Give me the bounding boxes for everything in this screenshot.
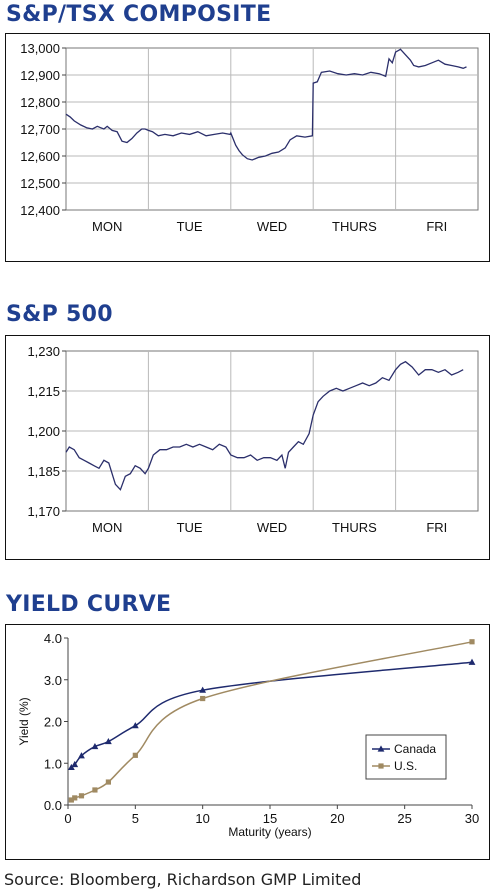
yield-legend-box [365, 734, 447, 780]
yield-y-tick-label: 1.0 [44, 756, 62, 771]
yield-legend-us-label: U.S. [394, 759, 417, 773]
yield-series-canada-point [71, 760, 79, 768]
sp500-series-line [65, 360, 464, 491]
sp500-line-chart: 1,170 1,185 1,200 1,215 1,230 MON TUE WED THURS F… [27, 344, 479, 535]
yield-x-tick-label: 10 [195, 811, 209, 826]
tsx-x-tick-label: THURS [332, 219, 377, 234]
sp500-chart-panel: 1,170 1,185 1,200 1,215 1,230 MON TUE WED THURS F… [5, 335, 490, 560]
tsx-x-tick-label: WED [257, 219, 287, 234]
yield-series-canada-point [91, 742, 99, 750]
yield-series-us-point [132, 752, 138, 758]
sp500-x-tick-label: MON [92, 520, 122, 535]
yield-series-us-point [92, 787, 98, 793]
sp500-chart-title: S&P 500 [6, 302, 113, 327]
yield-x-tick-label: 25 [397, 811, 411, 826]
yield-series-canada-point [131, 722, 139, 729]
sp500-y-tick-label: 1,200 [27, 424, 60, 439]
yield-x-tick-label: 30 [465, 811, 479, 826]
yield-legend-canada-label: Canada [394, 742, 436, 756]
tsx-y-tick-label: 12,600 [20, 149, 60, 164]
yield-curve-title: YIELD CURVE [6, 592, 172, 617]
yield-series-canada-point [199, 686, 207, 693]
tsx-y-tick-label: 12,500 [20, 176, 60, 191]
sp500-y-tick-label: 1,215 [27, 384, 60, 399]
tsx-x-tick-label: TUE [177, 219, 203, 234]
tsx-y-tick-label: 12,900 [20, 68, 60, 83]
yield-series-us-point [72, 795, 78, 801]
yield-x-tick-label: 20 [330, 811, 344, 826]
yield-legend-canada-marker [377, 745, 385, 752]
sp500-y-tick-label: 1,185 [27, 464, 60, 479]
yield-curve-panel: 0.0 1.0 2.0 3.0 4.0 0 5 10 15 20 25 30 Maturity (yea… [5, 624, 490, 860]
yield-series-canada-point [67, 763, 75, 771]
tsx-y-tick-label: 12,800 [20, 95, 60, 110]
yield-y-tick-label: 0.0 [44, 798, 62, 813]
yield-y-tick-label: 2.0 [44, 715, 62, 730]
sp500-y-tick-label: 1,230 [27, 344, 60, 359]
yield-series-us-point [200, 695, 206, 702]
yield-series-canada-point [105, 737, 112, 745]
sp500-x-tick-label: TUE [177, 520, 203, 535]
tsx-y-tick-label: 13,000 [20, 41, 60, 56]
tsx-x-tick-label: MON [92, 219, 122, 234]
yield-series-us-point [469, 639, 475, 645]
tsx-y-tick-label: 12,400 [20, 203, 60, 218]
sp500-x-tick-label: WED [257, 520, 287, 535]
yield-series-us-point [68, 797, 74, 803]
tsx-chart-title: S&P/TSX COMPOSITE [6, 2, 272, 27]
yield-y-tick-label: 4.0 [44, 631, 62, 646]
yield-x-axis-label: Maturity (years) [228, 825, 311, 839]
yield-y-tick-label: 3.0 [44, 673, 62, 688]
tsx-x-tick-label: FRI [426, 219, 447, 234]
yield-y-axis-label: Yield (%) [17, 697, 31, 745]
sp500-y-tick-label: 1,170 [27, 504, 60, 519]
yield-x-tick-label: 0 [64, 811, 71, 826]
yield-legend-us-marker [378, 763, 384, 769]
yield-series-us-point [105, 779, 111, 785]
yield-series-canada-point [78, 752, 85, 759]
tsx-line-chart: 12,400 12,500 12,600 12,700 12,800 12,900 13,0… [20, 41, 479, 234]
yield-series-us-point [78, 793, 85, 799]
sp500-x-tick-label: FRI [426, 520, 447, 535]
yield-x-tick-label: 5 [132, 811, 139, 826]
sp500-x-tick-label: THURS [332, 520, 377, 535]
tsx-chart-panel: 12,400 12,500 12,600 12,700 12,800 12,900 13,0… [5, 33, 490, 262]
yield-x-tick-label: 15 [263, 811, 277, 826]
yield-series-canada-point [468, 658, 476, 665]
tsx-y-tick-label: 12,700 [20, 122, 60, 137]
yield-curve-chart: 0.0 1.0 2.0 3.0 4.0 0 5 10 15 20 25 30 Maturity (yea… [17, 631, 479, 839]
source-footnote: Source: Bloomberg, Richardson GMP Limite… [4, 870, 362, 889]
tsx-series-line [65, 48, 467, 161]
